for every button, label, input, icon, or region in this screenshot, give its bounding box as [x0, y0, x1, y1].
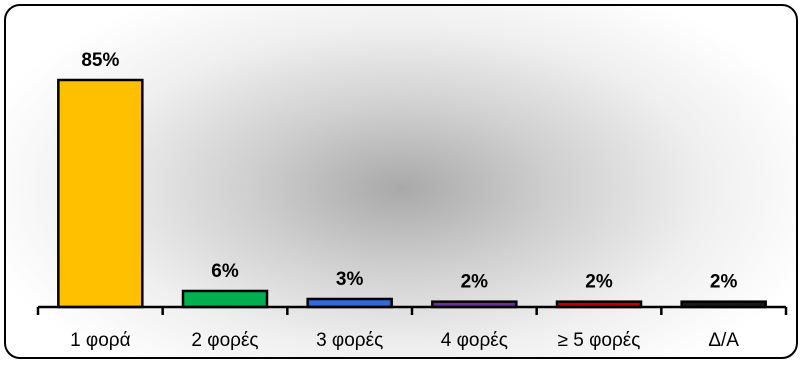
x-tick-label: 2 φορές	[191, 330, 258, 351]
data-label: 85%	[81, 50, 119, 71]
data-labels-group: 85% 6% 3% 2% 2% 2%	[81, 50, 737, 293]
bar	[181, 289, 269, 309]
x-tick-label: 1 φορά	[70, 330, 131, 351]
x-axis	[36, 305, 788, 315]
x-tick-label: ≥ 5 φορές	[558, 330, 641, 351]
bar	[57, 78, 144, 309]
data-label: 2%	[585, 272, 613, 293]
data-label: 3%	[336, 269, 364, 290]
data-label: 2%	[710, 272, 738, 293]
x-tick-labels-group: 1 φορά 2 φορές 3 φορές 4 φορές ≥ 5 φορές Δ/Α	[70, 330, 739, 351]
x-tick-label: 3 φορές	[316, 330, 383, 351]
data-label: 2%	[461, 272, 489, 293]
x-tick-label: 4 φορές	[441, 330, 508, 351]
data-label: 6%	[211, 261, 239, 282]
bars-group	[57, 78, 767, 309]
x-tick-label: Δ/Α	[708, 330, 739, 351]
